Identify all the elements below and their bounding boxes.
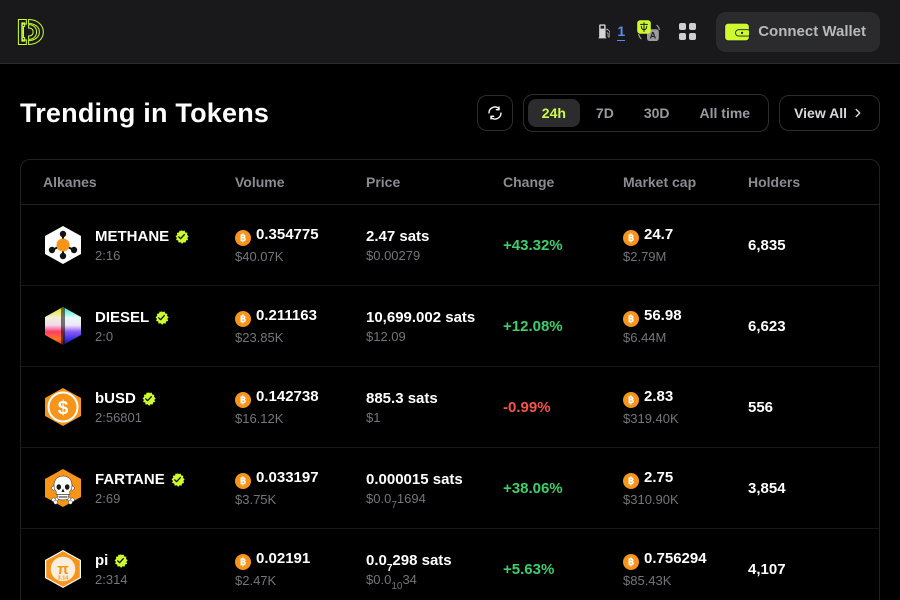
svg-text:$: $ xyxy=(58,398,69,419)
svg-text:3.14: 3.14 xyxy=(58,576,70,582)
svg-text:A: A xyxy=(650,30,657,40)
